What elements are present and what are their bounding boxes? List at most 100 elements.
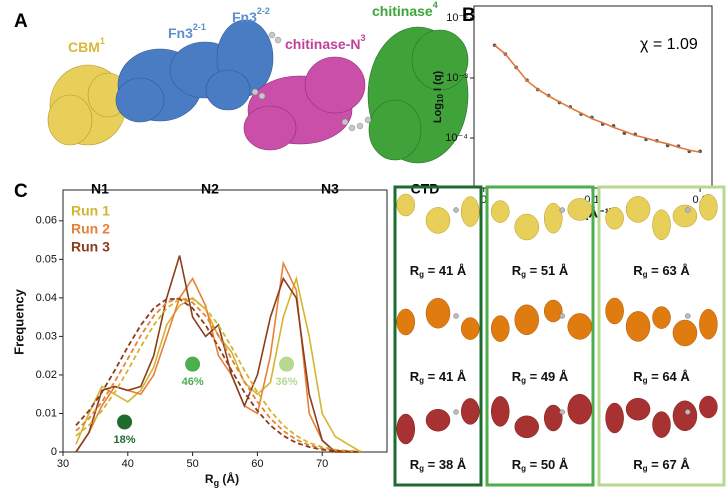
domain-blob [425,297,451,329]
panel-label: A [14,11,28,32]
y-tick-label: 0 [51,446,57,458]
domain-blob [461,398,480,425]
annotation: χ = 1.09 [640,36,698,53]
domain-blob [544,299,563,323]
x-tick-label: 60 [251,458,263,470]
domain-blob [605,297,624,325]
annotation-marker [279,356,295,372]
domain-blob [461,317,480,340]
panel-label: B [462,5,476,26]
rg-subscript: g [521,464,526,473]
domain-blob [605,402,624,434]
domain-blob [625,196,651,223]
domain-superscript: 3 [360,33,365,43]
domain-blob [396,413,415,445]
domain-blob [544,404,563,432]
domain-superscript: 1 [100,36,105,46]
domain-blob [425,408,451,432]
y-tick-label: 0.05 [36,253,57,265]
ensemble-structure [605,193,718,241]
domain-label: chitinase4 [372,0,438,18]
domain-blob [652,411,671,438]
domain-label: CBM1 [68,36,105,54]
rg-subscript: g [643,464,648,473]
rg-equals: = [424,457,439,472]
rg-unit: Å [453,263,467,278]
rg-symbol: R [410,369,420,384]
rg-label: Rg = 51 Å [512,263,569,279]
ensemble-structure [491,299,592,342]
domain-blob [425,207,451,234]
x-axis-label-part: R [205,472,214,486]
domain-blob [699,193,718,221]
y-axis-label-part: Log [432,103,444,123]
rg-unit: Å [555,457,569,472]
domain-blob [567,393,592,425]
domain-blob [625,311,651,342]
rg-value: 67 [662,457,676,472]
data-line [75,255,362,453]
domain-blob [491,315,510,342]
rg-unit: Å [555,263,569,278]
y-tick-label: 0.01 [36,407,57,419]
linker [453,409,459,415]
domain-blob [461,196,480,227]
domain-blob [491,396,510,427]
plot-frame [473,5,713,189]
ensemble-structure [396,297,480,340]
y-tick-label: 10⁻⁴ [445,132,468,144]
legend-entry: Run 2 [71,221,110,237]
linker [453,313,459,319]
rg-unit: Å [677,369,691,384]
domain-blob [567,313,592,340]
x-axis-label: Rg (Å) [205,471,239,488]
rg-value: 50 [541,457,555,472]
domain-blob [396,308,415,336]
domain-blob [491,200,510,223]
rg-unit: Å [677,263,691,278]
y-tick-label: 10⁻³ [446,72,468,84]
rg-label: Rg = 41 Å [410,369,467,385]
legend-entry: Run 1 [71,203,110,219]
annotation-label: 46% [182,376,204,388]
domain-superscript: 4 [433,0,438,10]
annotation-marker [117,414,133,430]
rg-subscript: g [419,464,424,473]
y-tick-label: 0.06 [36,215,57,227]
annotation-marker [185,356,201,372]
y-tick-label: 10⁻² [446,12,468,24]
linker [453,207,459,213]
domain-blob [514,415,539,439]
rg-value: 38 [439,457,453,472]
rg-label: Rg = 64 Å [633,369,690,385]
rg-subscript: g [521,270,526,279]
domain-blob [396,193,415,217]
x-tick-label: 30 [57,458,69,470]
domain-blob [625,397,651,421]
rg-value: 51 [541,263,555,278]
rg-label: Rg = 41 Å [410,263,467,279]
rg-equals: = [647,263,662,278]
ensemble-structure [396,193,480,234]
domain-blob [652,209,671,241]
ensemble-box [393,185,483,487]
domain-name: CBM [68,39,100,55]
x-tick-label: 40 [122,458,134,470]
rg-value: 49 [541,369,555,384]
rg-unit: Å [555,369,569,384]
ensemble-structure [396,398,480,445]
rg-value: 63 [662,263,676,278]
rg-symbol: R [512,457,522,472]
rg-value: 41 [439,263,453,278]
rg-subscript: g [419,376,424,385]
x-axis-label-part: g [214,478,220,488]
domain-label: chitinase-N3 [285,33,365,51]
rg-subscript: g [643,376,648,385]
y-tick-label: 0.02 [36,369,57,381]
domain-blob [672,204,698,228]
rg-label: Rg = 67 Å [633,457,690,473]
ensemble-structure [491,393,592,439]
y-axis-label: Frequency [11,288,26,355]
region-label: N2 [201,181,219,197]
